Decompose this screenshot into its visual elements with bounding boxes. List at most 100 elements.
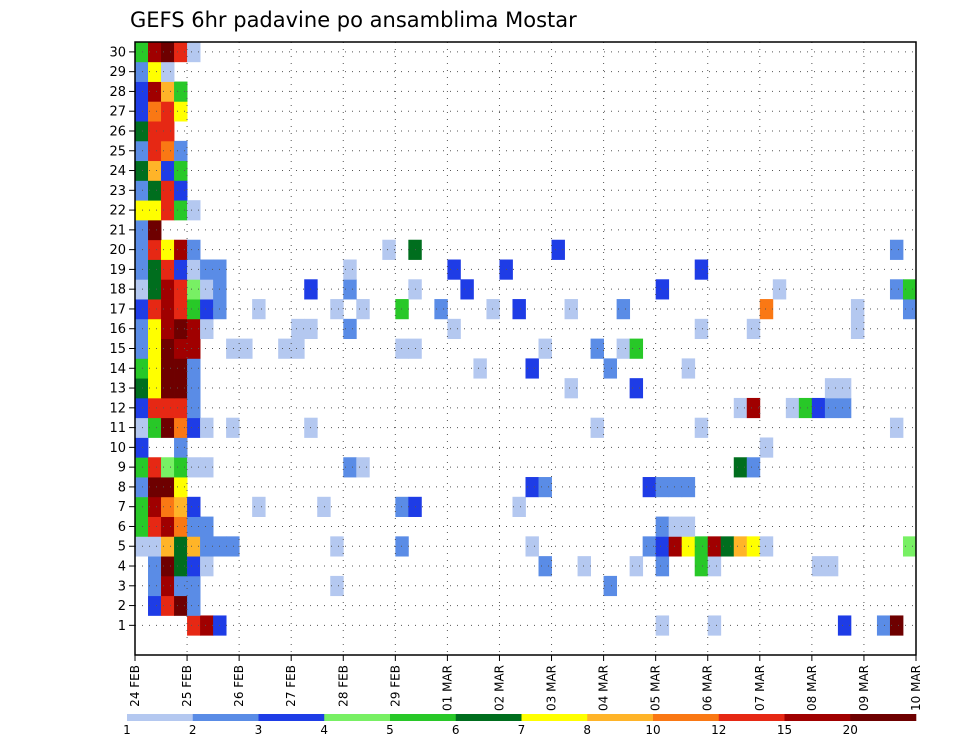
heatmap-cell: [642, 477, 657, 498]
heatmap-cell: [148, 318, 162, 340]
heatmap-cell: [811, 397, 826, 419]
chart-title: GEFS 6hr padavine po ansamblima Mostar: [130, 8, 577, 32]
heatmap-cell: [148, 496, 162, 517]
heatmap-cell: [395, 299, 409, 320]
heatmap-cell: [343, 457, 357, 478]
heatmap-cell: [187, 556, 201, 577]
heatmap-cell: [174, 516, 188, 537]
heatmap-cell: [148, 417, 162, 438]
x-tick-label: 02 MAR: [492, 665, 506, 711]
heatmap-cell: [135, 397, 149, 419]
y-tick-label: 29: [109, 65, 126, 80]
y-tick-label: 2: [118, 599, 126, 614]
heatmap-cell: [148, 299, 162, 320]
heatmap-cell: [135, 42, 149, 63]
heatmap-cell: [161, 397, 175, 419]
heatmap-cell: [811, 556, 826, 577]
y-tick-label: 28: [109, 85, 126, 100]
heatmap-cell: [746, 318, 761, 340]
heatmap-cell: [226, 338, 240, 359]
heatmap-cell: [135, 180, 149, 201]
heatmap-cell: [330, 575, 344, 597]
legend-swatch: [784, 714, 851, 721]
heatmap-cell: [226, 536, 240, 557]
heatmap-cell: [785, 397, 800, 419]
legend-swatch: [718, 714, 785, 721]
x-tick-label: 08 MAR: [805, 665, 819, 711]
heatmap-cell: [317, 496, 331, 517]
heatmap-cell: [473, 358, 487, 379]
y-tick-label: 13: [109, 382, 126, 397]
heatmap-cell: [161, 140, 175, 162]
heatmap-cell: [850, 299, 865, 320]
heatmap-cell: [187, 200, 201, 221]
x-tick-label: 01 MAR: [440, 665, 454, 711]
heatmap-cell: [187, 615, 201, 636]
x-tick-label: 03 MAR: [545, 665, 559, 711]
heatmap-cell: [824, 556, 839, 577]
heatmap-cell: [200, 516, 214, 537]
y-tick-label: 25: [109, 144, 126, 159]
heatmap-cell: [668, 536, 683, 557]
heatmap-cell: [187, 457, 201, 478]
heatmap-cell: [278, 338, 292, 359]
legend: 1 2 3 4 5 6 7 8 10 12 15 20: [123, 714, 917, 737]
heatmap-cell: [629, 556, 644, 577]
heatmap-cell: [746, 397, 761, 419]
heatmap-cell: [187, 259, 201, 280]
heatmap-cell: [616, 299, 631, 320]
x-tick-label: 24 FEB: [128, 665, 142, 707]
heatmap-cell: [174, 259, 188, 280]
legend-label: 8: [583, 723, 591, 737]
heatmap-cell: [564, 299, 578, 320]
heatmap-cell: [447, 318, 461, 340]
heatmap-cell: [174, 378, 188, 399]
heatmap-cell: [148, 81, 162, 102]
heatmap-cell: [486, 299, 500, 320]
y-tick-label: 1: [118, 619, 126, 634]
heatmap-cell: [148, 536, 162, 557]
heatmap-cell: [135, 496, 149, 517]
heatmap-cell: [187, 358, 201, 379]
heatmap-cell: [395, 338, 409, 359]
heatmap-cell: [525, 358, 539, 379]
heatmap-cell: [161, 101, 175, 122]
heatmap-cell: [148, 358, 162, 379]
heatmap-cell: [161, 417, 175, 438]
legend-label: 3: [255, 723, 263, 737]
x-axis: 24 FEB 25 FEB 26 FEB 27 FEB 28 FEB 29 FEB 01 M…: [128, 655, 923, 711]
heatmap-cell: [733, 536, 748, 557]
heatmap-cell: [174, 417, 188, 438]
heatmap-cell: [135, 318, 149, 340]
heatmap-cell: [174, 299, 188, 320]
y-tick-label: 5: [118, 540, 126, 555]
heatmap-cell: [148, 397, 162, 419]
heatmap-cell: [161, 477, 175, 498]
heatmap-cell: [187, 279, 201, 300]
legend-label: 2: [189, 723, 197, 737]
legend-label: 10: [645, 723, 660, 737]
heatmap-cell: [434, 299, 448, 320]
heatmap-cell: [161, 457, 175, 478]
heatmap-cell: [850, 318, 865, 340]
heatmap-cell: [902, 279, 917, 300]
heatmap-cell: [174, 477, 188, 498]
heatmap-cell: [538, 338, 552, 359]
heatmap-cell: [889, 239, 904, 260]
legend-swatch: [455, 714, 522, 721]
y-tick-label: 12: [109, 401, 126, 416]
x-tick-label: 28 FEB: [336, 665, 350, 707]
heatmap-cell: [174, 358, 188, 379]
y-tick-label: 16: [109, 322, 126, 337]
x-tick-label: 10 MAR: [909, 665, 923, 711]
heatmap-cell: [187, 516, 201, 537]
heatmap-cell: [889, 417, 904, 438]
heatmap-cell: [655, 279, 670, 300]
heatmap-cell: [707, 556, 722, 577]
x-tick-label: 09 MAR: [857, 665, 871, 711]
heatmap-cell: [694, 318, 709, 340]
heatmap-cell: [824, 378, 839, 399]
heatmap-cell: [733, 397, 748, 419]
heatmap-cell: [200, 615, 214, 636]
